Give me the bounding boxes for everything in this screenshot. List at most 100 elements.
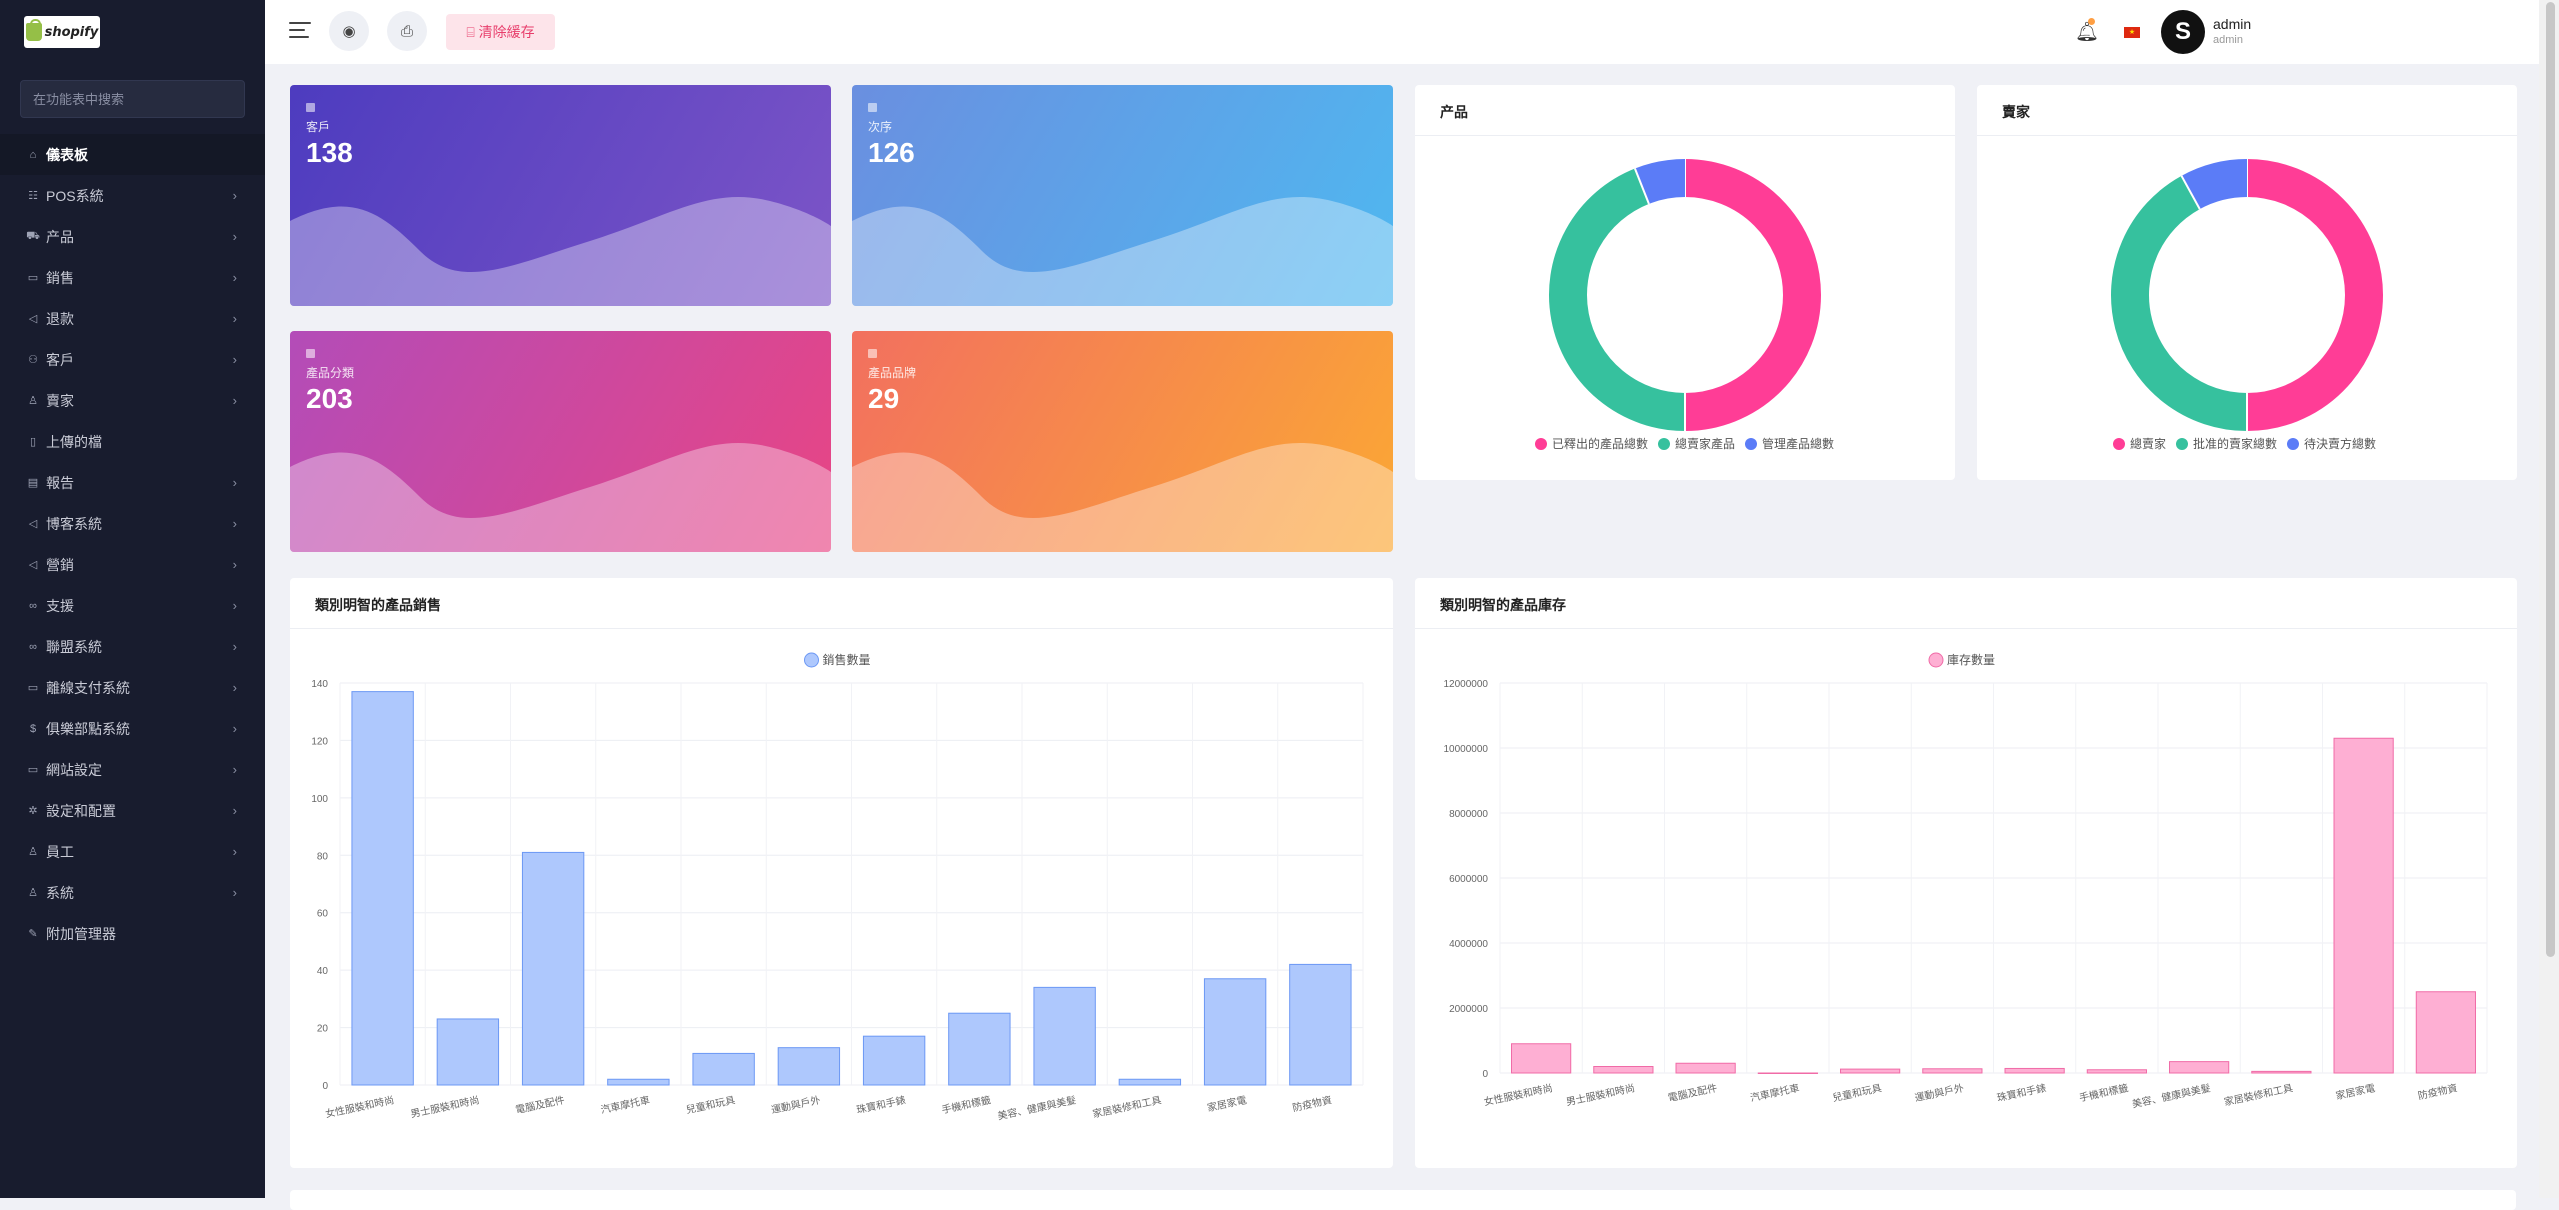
sidebar-item-11[interactable]: ∞ 支援 › [0,585,265,626]
x-tick-label: 兒童和玩具 [685,1093,737,1116]
sidebar-item-10[interactable]: ◁ 營銷 › [0,544,265,585]
scrollbar-thumb[interactable] [2546,2,2555,957]
x-tick-label: 電腦及配件 [1667,1081,1719,1104]
y-tick-label: 4000000 [1449,939,1488,950]
bar[interactable] [948,1012,1011,1086]
donut-slice[interactable] [1634,159,1686,205]
sidebar-item-5[interactable]: ⚇ 客戶 › [0,339,265,380]
sidebar-item-18[interactable]: ♙ 系統 › [0,872,265,913]
divider [1415,135,1955,136]
chevron-right-icon: › [232,352,237,367]
money-icon: ▭ [27,272,39,284]
bar[interactable] [2004,1067,2065,1074]
legend-item[interactable]: 批准的賣家總數 [2176,435,2277,452]
bar[interactable] [607,1078,670,1086]
bar[interactable] [1922,1068,1983,1074]
sidebar-item-8[interactable]: ▤ 報告 › [0,462,265,503]
globe-icon[interactable]: ◉ [329,11,369,51]
sidebar-item-1[interactable]: ☷ POS系統 › [0,175,265,216]
bar[interactable] [862,1035,926,1086]
wave-shape [290,442,831,552]
avatar[interactable]: S [2161,10,2205,54]
donut-slice[interactable] [1549,168,1686,431]
sidebar-item-3[interactable]: ▭ 銷售 › [0,257,265,298]
bar[interactable] [351,691,414,1086]
donut-slice[interactable] [1684,159,1821,431]
legend-item[interactable]: 已釋出的產品總數 [1535,435,1648,452]
bar[interactable] [2251,1070,2312,1074]
bar[interactable] [1289,963,1352,1086]
sidebar-item-15[interactable]: ▭ 網站設定 › [0,749,265,790]
sidebar-item-7[interactable]: ▯ 上傳的檔 [0,421,265,462]
stat-card-brands[interactable]: 產品品牌 29 [852,331,1393,552]
bar[interactable] [1593,1066,1654,1074]
sidebar-item-14[interactable]: $ 俱樂部點系統 › [0,708,265,749]
donut-slice[interactable] [2246,159,2383,431]
stat-card-categories[interactable]: 產品分類 203 [290,331,831,552]
shopify-bag-icon [25,19,42,41]
sidebar-item-label: 儀表板 [46,146,88,163]
sales-by-category-card: 類別明智的產品銷售 銷售數量 0 20 40 60 80 100 120 140 女性服裝和時尚男… [290,578,1393,1168]
legend-item[interactable]: 待決賣方總數 [2287,435,2376,452]
bar[interactable] [692,1052,755,1086]
language-flag-icon[interactable]: ★ [2124,27,2140,38]
print-icon[interactable]: ⎙ [387,11,427,51]
y-tick-label: 12000000 [1444,679,1489,690]
bar[interactable] [1511,1043,1572,1074]
bar[interactable] [1118,1078,1182,1086]
sidebar-item-label: 俱樂部點系統 [46,720,130,737]
bar[interactable] [1203,978,1267,1086]
sidebar-item-9[interactable]: ◁ 博客系統 › [0,503,265,544]
megaphone-icon: ◁ [28,518,38,530]
stat-icon [868,103,877,112]
chevron-right-icon: › [232,844,237,859]
stat-card-customers[interactable]: 客戶 138 [290,85,831,306]
sidebar-item-0[interactable]: ⌂ 儀表板 [0,134,265,175]
bar[interactable] [2415,991,2476,1074]
bell-icon[interactable]: 🔔︎ [2075,22,2100,43]
bar[interactable] [777,1047,841,1086]
x-tick-label: 電腦及配件 [514,1093,566,1116]
menu-toggle-icon[interactable] [289,22,311,40]
sidebar-item-17[interactable]: ♙ 員工 › [0,831,265,872]
sidebar-item-2[interactable]: ⛟ 产品 › [0,216,265,257]
sidebar-item-19[interactable]: ✎ 附加管理器 [0,913,265,954]
bar[interactable] [2333,737,2394,1074]
donut-slice[interactable] [2111,175,2248,431]
y-tick-label: 140 [311,679,328,690]
legend-item[interactable]: 總賣家產品 [1658,435,1735,452]
bar[interactable] [2169,1061,2230,1074]
sidebar-item-16[interactable]: ✲ 設定和配置 › [0,790,265,831]
legend-item[interactable]: 總賣家 [2113,435,2166,452]
sidebar-item-12[interactable]: ∞ 聯盟系統 › [0,626,265,667]
bar[interactable] [1033,986,1096,1086]
bar[interactable] [1757,1072,1818,1074]
y-tick-label: 2000000 [1449,1004,1488,1015]
legend-item[interactable]: 管理產品總數 [1745,435,1834,452]
y-tick-label: 6000000 [1449,874,1488,885]
wave-shape [852,196,1393,306]
bar[interactable] [1840,1068,1901,1074]
sidebar-item-4[interactable]: ◁ 退款 › [0,298,265,339]
bar[interactable] [1675,1062,1736,1074]
chevron-right-icon: › [232,762,237,777]
sidebar-item-13[interactable]: ▭ 離線支付系統 › [0,667,265,708]
y-tick-label: 20 [317,1024,329,1035]
products-donut-legend: 已釋出的產品總數 總賣家產品 管理產品總數 [1535,435,1844,452]
sidebar-item-6[interactable]: ♙ 賣家 › [0,380,265,421]
sidebar-item-label: 離線支付系統 [46,679,130,696]
user-icon: ♙ [28,395,38,407]
card-title: 賣家 [2002,104,2030,120]
chevron-right-icon: › [232,721,237,736]
bar[interactable] [521,851,585,1086]
user-name[interactable]: admin [2213,16,2252,32]
stat-card-orders[interactable]: 次序 126 [852,85,1393,306]
clear-cache-button[interactable]: ⌸ 清除緩存 [446,14,555,50]
bar[interactable] [2086,1069,2147,1074]
shopify-logo[interactable]: shopify [24,16,100,48]
stat-value: 203 [306,383,353,414]
menu-search-input[interactable]: 在功能表中搜索 [20,80,245,118]
chevron-right-icon: › [232,557,237,572]
donut-slice[interactable] [2181,159,2248,210]
bar[interactable] [436,1018,500,1086]
